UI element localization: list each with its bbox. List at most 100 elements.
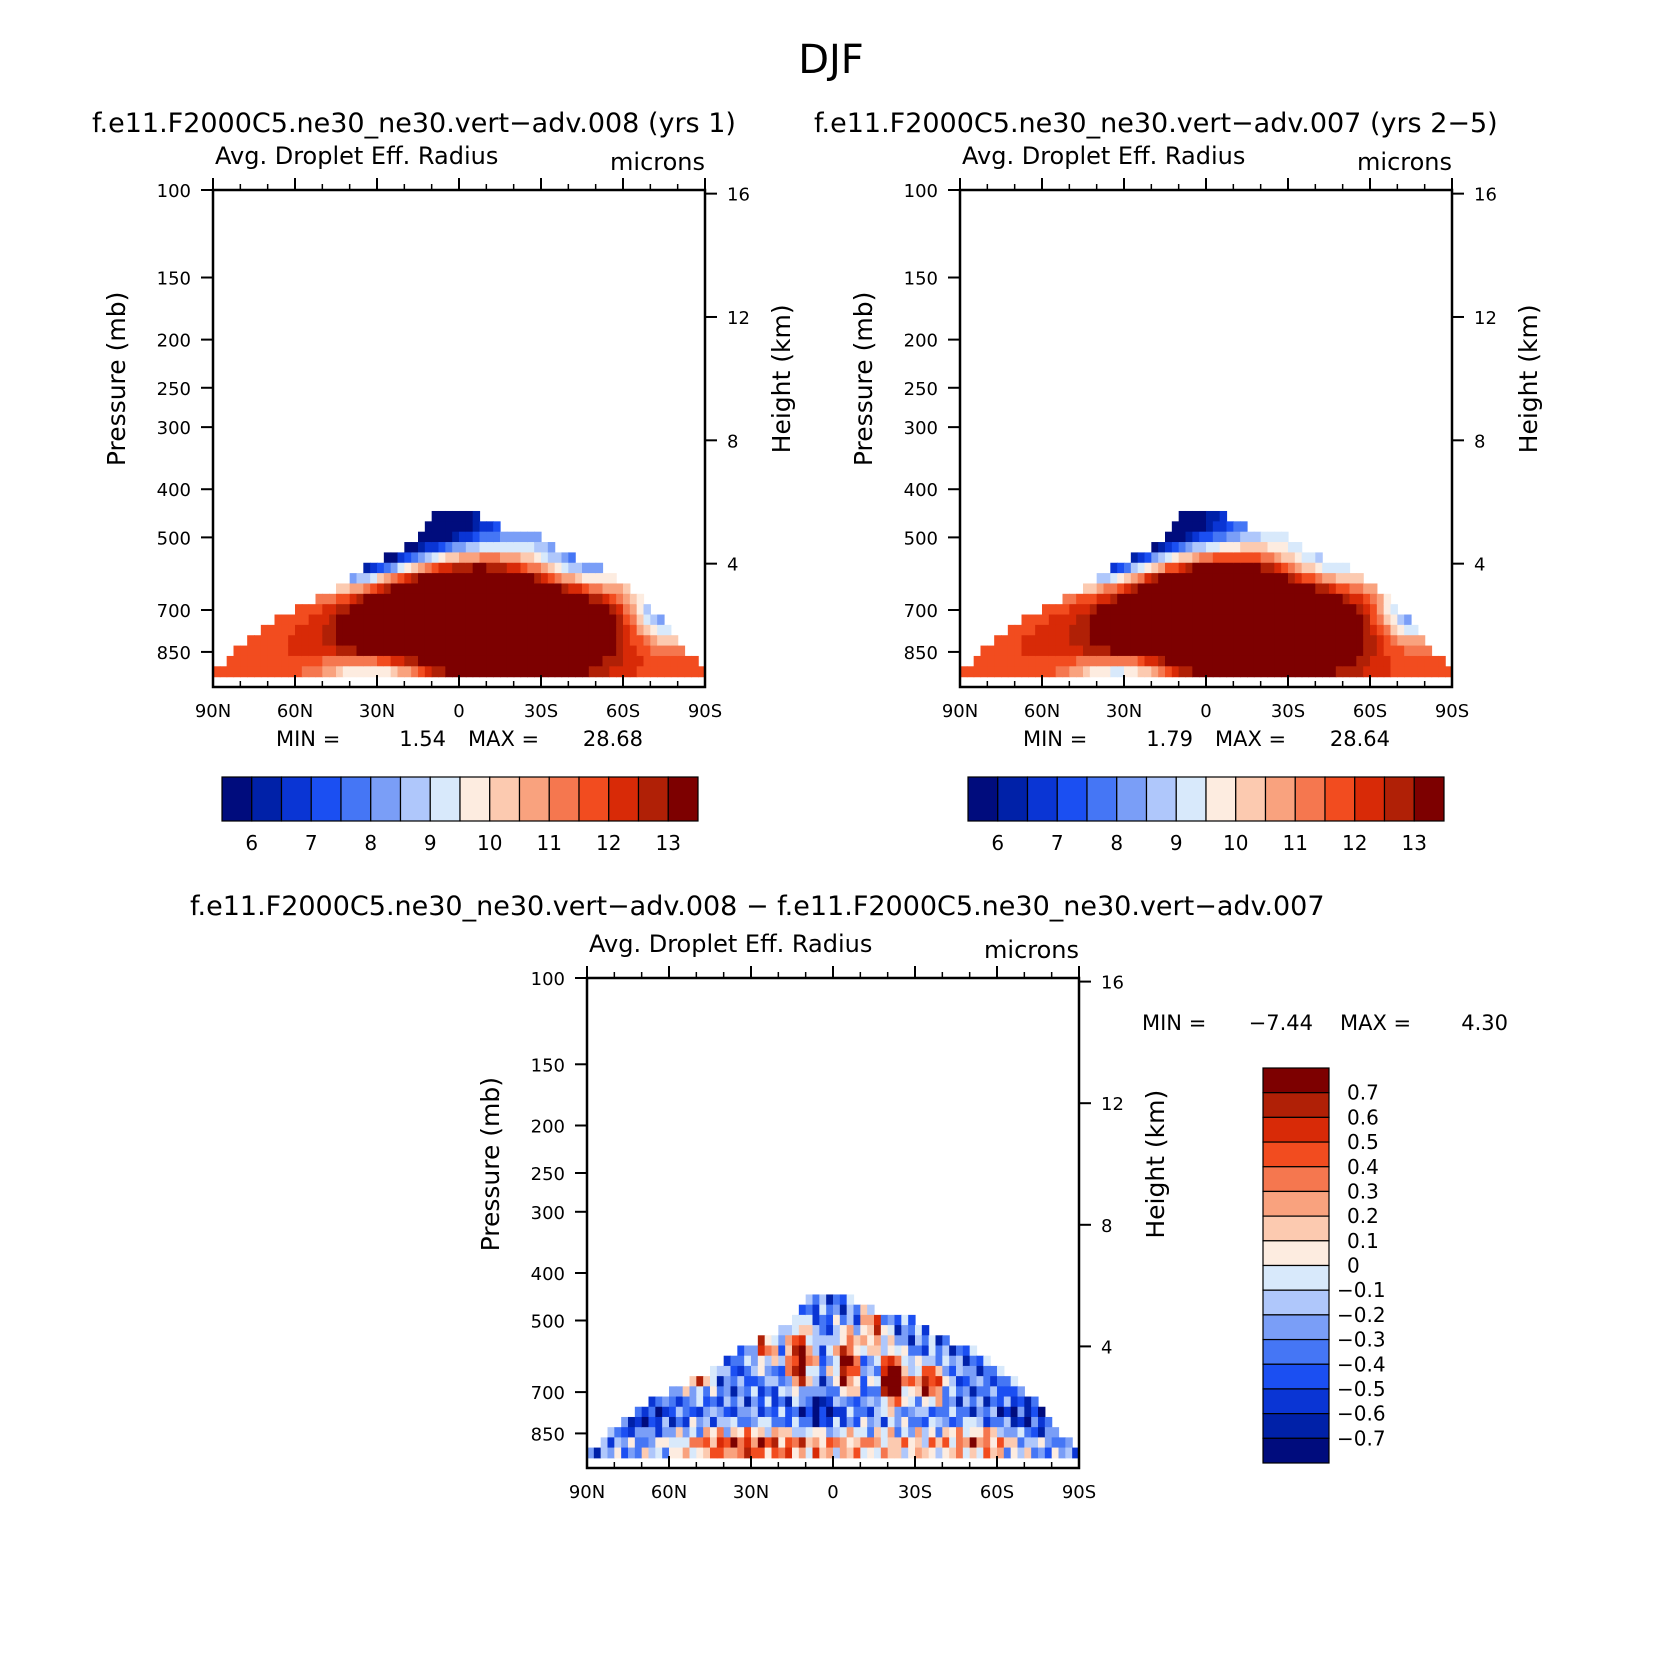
- heatmap-cell: [798, 1376, 807, 1387]
- heatmap-cell: [506, 635, 515, 647]
- min-value: 1.54: [399, 727, 446, 751]
- heatmap-cell: [648, 1447, 656, 1459]
- heatmap-cell: [1247, 531, 1255, 543]
- heatmap-cell: [798, 1427, 807, 1438]
- heatmap-cell: [860, 1406, 868, 1418]
- heatmap-cell: [411, 635, 419, 647]
- heatmap-cell: [595, 583, 604, 595]
- heatmap-cell: [976, 1355, 984, 1367]
- colorbar-box: [1262, 1092, 1330, 1118]
- heatmap-cell: [363, 635, 371, 647]
- heatmap-cell: [1288, 666, 1296, 678]
- heatmap-cell: [792, 1416, 800, 1428]
- heatmap-cell: [1424, 655, 1433, 667]
- heatmap-cell: [1130, 624, 1139, 636]
- heatmap-cell: [874, 1406, 882, 1418]
- heatmap-cell: [315, 666, 323, 678]
- heatmap-cell: [561, 645, 569, 657]
- heatmap-cell: [541, 542, 549, 553]
- heatmap-cell: [1301, 593, 1310, 605]
- heatmap-cell: [757, 1396, 766, 1408]
- y-right-tick-label: 16: [727, 185, 750, 206]
- heatmap-cell: [805, 1406, 814, 1418]
- heatmap-cell: [1124, 635, 1132, 647]
- heatmap-cell: [588, 593, 597, 605]
- heatmap-cell: [281, 624, 289, 636]
- heatmap-cell: [1342, 573, 1351, 585]
- heatmap-cell: [634, 1416, 643, 1428]
- heatmap-cell: [805, 1355, 814, 1367]
- heatmap-cell: [1031, 1396, 1039, 1408]
- colorbar-box: [1294, 776, 1326, 822]
- heatmap-cell: [935, 1406, 943, 1418]
- heatmap-cell: [826, 1416, 834, 1428]
- heatmap-cell: [322, 593, 330, 605]
- heatmap-cell: [1130, 562, 1139, 574]
- heatmap-cell: [308, 655, 317, 667]
- heatmap-cell: [874, 1437, 882, 1449]
- heatmap-cell: [1240, 531, 1248, 543]
- heatmap-cell: [730, 1365, 738, 1377]
- heatmap-cell: [1212, 655, 1221, 667]
- heatmap-cell: [675, 1437, 684, 1449]
- heatmap-cell: [662, 1437, 670, 1449]
- heatmap-cell: [1247, 666, 1255, 678]
- heatmap-cell: [1192, 604, 1200, 616]
- x-tick-label: 30S: [524, 701, 558, 722]
- heatmap-cell: [472, 645, 481, 657]
- heatmap-cell: [397, 562, 405, 574]
- heatmap-cell: [370, 666, 378, 678]
- heatmap-cell: [737, 1416, 745, 1428]
- heatmap-cell: [846, 1365, 855, 1377]
- heatmap-cell: [785, 1355, 793, 1367]
- heatmap-cell: [805, 1335, 814, 1347]
- heatmap-cell: [1165, 552, 1173, 564]
- figure-title: DJF: [798, 37, 864, 83]
- heatmap-cell: [390, 593, 399, 605]
- heatmap-cell: [534, 562, 542, 574]
- heatmap-cell: [322, 655, 330, 667]
- heatmap-cell: [1247, 552, 1255, 564]
- heatmap-cell: [643, 604, 651, 616]
- heatmap-cell: [737, 1355, 745, 1367]
- heatmap-cell: [894, 1396, 902, 1408]
- heatmap-cell: [465, 614, 474, 626]
- heatmap-cell: [751, 1406, 759, 1418]
- heatmap-cell: [669, 1437, 677, 1449]
- heatmap-cell: [812, 1294, 820, 1306]
- heatmap-cell: [452, 645, 460, 657]
- heatmap-cell: [1042, 635, 1050, 647]
- heatmap-cell: [1288, 593, 1296, 605]
- colorbar: 0.70.60.50.40.30.20.10−0.1−0.2−0.3−0.4−0…: [1262, 1067, 1386, 1464]
- heatmap-cell: [568, 573, 576, 585]
- heatmap-cell: [1376, 614, 1385, 626]
- heatmap-cell: [301, 624, 310, 636]
- heatmap-cell: [1024, 1447, 1032, 1459]
- colorbar-box: [1026, 776, 1058, 822]
- heatmap-cell: [994, 635, 1002, 647]
- heatmap-cell: [962, 1355, 971, 1367]
- heatmap-cell: [575, 614, 583, 626]
- heatmap-cell: [1110, 635, 1118, 647]
- heatmap-cell: [377, 604, 385, 616]
- heatmap-cell: [629, 645, 638, 657]
- variable-label: Avg. Droplet Eff. Radius: [215, 142, 498, 170]
- heatmap-cell: [1212, 593, 1221, 605]
- heatmap-cell: [1171, 655, 1180, 667]
- heatmap-cell: [901, 1406, 909, 1418]
- colorbar-box: [1262, 1289, 1330, 1316]
- heatmap-cell: [737, 1427, 745, 1438]
- heatmap-cell: [1342, 583, 1351, 595]
- heatmap-cell: [677, 666, 686, 678]
- heatmap-cell: [935, 1427, 943, 1438]
- heatmap-cell: [541, 573, 549, 585]
- heatmap-cell: [846, 1314, 855, 1326]
- heatmap-cells: [587, 1294, 1080, 1459]
- heatmap-cell: [908, 1427, 916, 1438]
- heatmap-cell: [915, 1447, 923, 1459]
- colorbar-label: 11: [1283, 831, 1308, 855]
- heatmap-cell: [915, 1437, 923, 1449]
- heatmap-cell: [1110, 562, 1118, 574]
- heatmap-cell: [812, 1406, 820, 1418]
- variable-label: Avg. Droplet Eff. Radius: [962, 142, 1245, 170]
